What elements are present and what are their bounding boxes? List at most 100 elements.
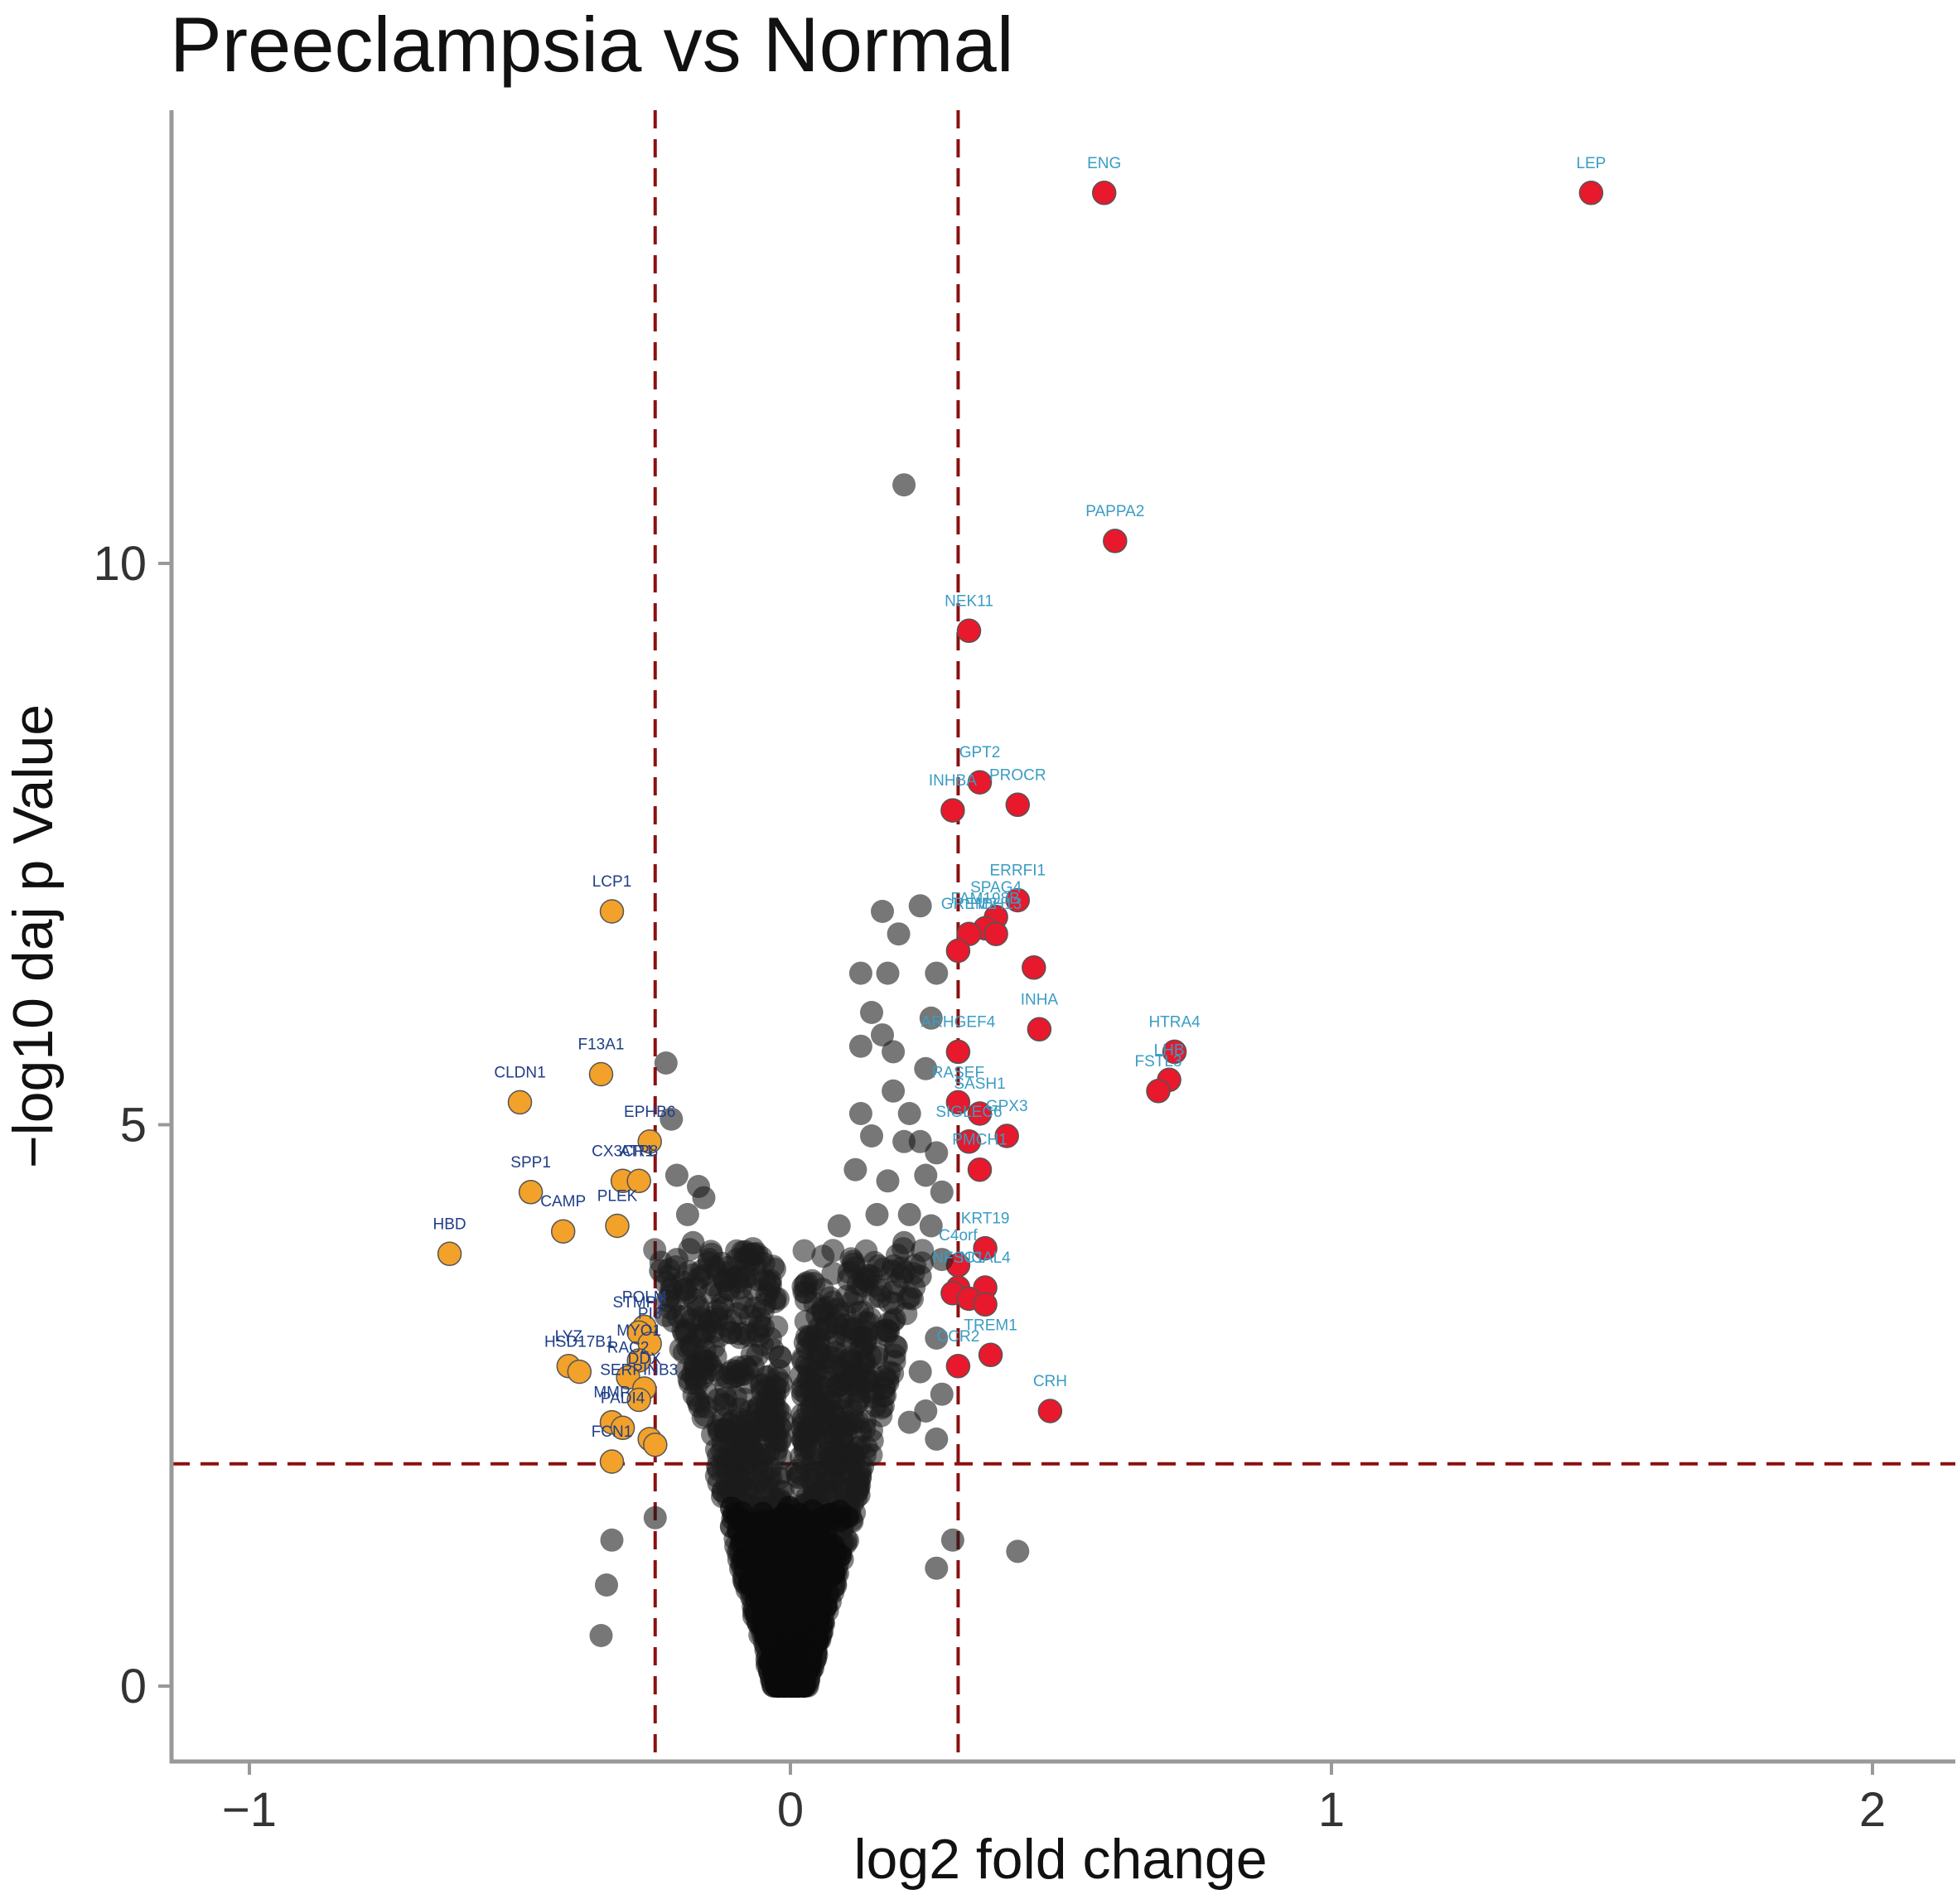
gene-label-myo1: MYO1 <box>616 1322 661 1340</box>
cloud-point <box>758 1651 782 1674</box>
not_significant-point <box>925 961 949 985</box>
cloud-point <box>785 1459 809 1482</box>
gene-label-inhba: INHBA <box>929 772 977 790</box>
cloud-point <box>810 1278 834 1302</box>
not_significant-point <box>681 1230 705 1254</box>
cloud-point <box>853 1327 877 1351</box>
cloud-point <box>872 1385 896 1409</box>
axis-ticks: −1 0 1 2 0 5 10 <box>93 537 1886 1837</box>
cloud-point <box>761 1337 785 1361</box>
threshold-lines <box>172 110 1955 1761</box>
not_significant-point <box>919 1214 943 1238</box>
not_significant-point <box>925 1427 949 1451</box>
not_significant-point <box>670 1270 694 1294</box>
cloud-point <box>768 1427 792 1451</box>
not_significant-point <box>892 1129 916 1153</box>
not_significant-point <box>887 922 911 946</box>
cloud-point <box>820 1345 844 1369</box>
up-point-hdh13 <box>983 921 1008 946</box>
not_significant-point <box>600 1528 624 1552</box>
not_significant-point <box>930 1382 954 1406</box>
not_significant-point <box>589 1624 613 1647</box>
not_significant-point <box>908 1360 932 1384</box>
gene-label-cx3cr1: CX3CR1 <box>592 1143 654 1160</box>
cloud-point <box>773 1502 797 1526</box>
gene-label-spag4: SPAG4 <box>970 879 1022 896</box>
not_significant-point <box>660 1107 684 1131</box>
cloud-point <box>802 1476 826 1500</box>
not_significant-point <box>914 1163 938 1187</box>
not_significant-point <box>914 1399 938 1423</box>
gene-label-fcn1: FCN1 <box>592 1423 633 1441</box>
down-point-padi4 <box>610 1415 635 1441</box>
not_significant-point <box>892 473 916 497</box>
cloud-point <box>841 1249 865 1273</box>
gene-label-ncal4: NCAL4 <box>959 1249 1011 1267</box>
down-point-camp <box>550 1219 576 1244</box>
down-point-ephb6 <box>637 1129 662 1154</box>
down-point-cldn1 <box>507 1090 533 1115</box>
cloud-point <box>741 1237 765 1261</box>
gene-label-camp: CAMP <box>540 1193 586 1211</box>
cloud-point <box>771 1410 795 1434</box>
up-point-fstl3 <box>1146 1079 1171 1104</box>
gene-label-hdh13: HDH13 <box>970 896 1022 913</box>
down-point-atp8 <box>626 1168 651 1194</box>
gene-label-c4orf: C4orf <box>939 1227 978 1244</box>
gene-label-nfsc1: NFSC1 <box>932 1249 983 1267</box>
data-points <box>437 181 1604 1647</box>
not_significant-point <box>843 1157 867 1182</box>
gene-label-rac2: RAC2 <box>607 1339 650 1356</box>
gene-label-plek: PLEK <box>597 1188 638 1206</box>
up-point-ccr2 <box>945 1354 971 1379</box>
x-tick-label: 2 <box>1859 1783 1886 1837</box>
cloud-point <box>672 1341 696 1365</box>
cloud-point <box>707 1444 731 1468</box>
gene-label-cldn1: CLDN1 <box>494 1064 545 1081</box>
cloud-point <box>728 1407 751 1431</box>
not_significant-point <box>876 1169 900 1193</box>
not_significant-point <box>848 961 872 985</box>
not_significant-point <box>871 1023 894 1047</box>
not_significant-point <box>930 1180 954 1204</box>
up-point-rasef <box>945 1090 971 1115</box>
gene-label-errfi1: ERRFI1 <box>990 863 1046 880</box>
up-point-htra4 <box>1162 1039 1187 1065</box>
gene-label-lep: LEP <box>1576 155 1606 172</box>
down-point-hsd17b1 <box>567 1359 592 1385</box>
not_significant-point <box>827 1214 851 1238</box>
not_significant-point <box>643 1505 667 1529</box>
up-point-inhba <box>940 798 965 823</box>
not_significant-point <box>865 1202 889 1226</box>
y-tick-label: 0 <box>120 1660 147 1713</box>
cloud-point <box>687 1323 711 1347</box>
gene-label-lhb: LHB <box>1154 1041 1185 1059</box>
cloud-point <box>814 1524 838 1548</box>
gene-label-eng: ENG <box>1087 155 1121 172</box>
cloud-point <box>890 1265 914 1289</box>
not_significant-point <box>871 900 894 923</box>
not_significant-point <box>698 1248 721 1272</box>
not_significant-point <box>908 1129 932 1153</box>
cloud-point <box>803 1459 827 1483</box>
not_significant-point <box>897 1410 921 1434</box>
cloud-point <box>834 1324 858 1348</box>
down-point <box>643 1432 668 1457</box>
not_significant-point <box>675 1202 699 1226</box>
cloud-point <box>696 1350 720 1374</box>
x-tick-label: 1 <box>1318 1783 1345 1837</box>
gene-label-rasef: RASEF <box>932 1064 984 1081</box>
cloud-point <box>757 1467 780 1491</box>
gene-label-f13a1: F13A1 <box>578 1037 625 1054</box>
gene-label-grem2: GREM2 <box>941 896 998 913</box>
cloud-point <box>808 1595 832 1619</box>
up-point-inha <box>1027 1017 1052 1042</box>
cloud-point <box>753 1597 777 1620</box>
cloud-point <box>813 1317 837 1341</box>
up-point-eng <box>1091 181 1117 205</box>
y-tick-label: 10 <box>93 537 147 591</box>
gene-label-arhgef4: ARHGEF4 <box>921 1013 996 1031</box>
gene-label-polm: POLM <box>622 1288 667 1306</box>
cloud-point <box>883 1334 907 1358</box>
not_significant-point <box>860 1124 883 1148</box>
